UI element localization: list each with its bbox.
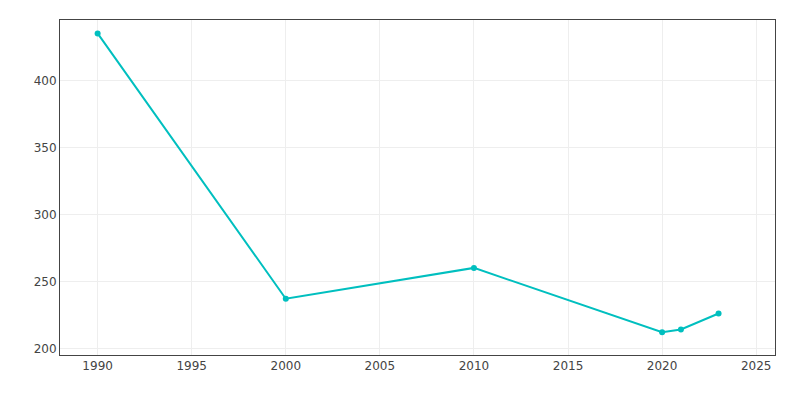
svg-text:1990: 1990 [82, 359, 113, 373]
svg-text:2005: 2005 [365, 359, 396, 373]
svg-text:200: 200 [34, 342, 57, 356]
svg-text:400: 400 [34, 74, 57, 88]
svg-text:1995: 1995 [176, 359, 207, 373]
svg-text:350: 350 [34, 141, 57, 155]
svg-text:250: 250 [34, 275, 57, 289]
svg-text:2000: 2000 [271, 359, 302, 373]
svg-text:2015: 2015 [553, 359, 584, 373]
svg-text:2010: 2010 [459, 359, 490, 373]
svg-text:2025: 2025 [741, 359, 772, 373]
svg-text:2020: 2020 [647, 359, 678, 373]
svg-text:300: 300 [34, 208, 57, 222]
